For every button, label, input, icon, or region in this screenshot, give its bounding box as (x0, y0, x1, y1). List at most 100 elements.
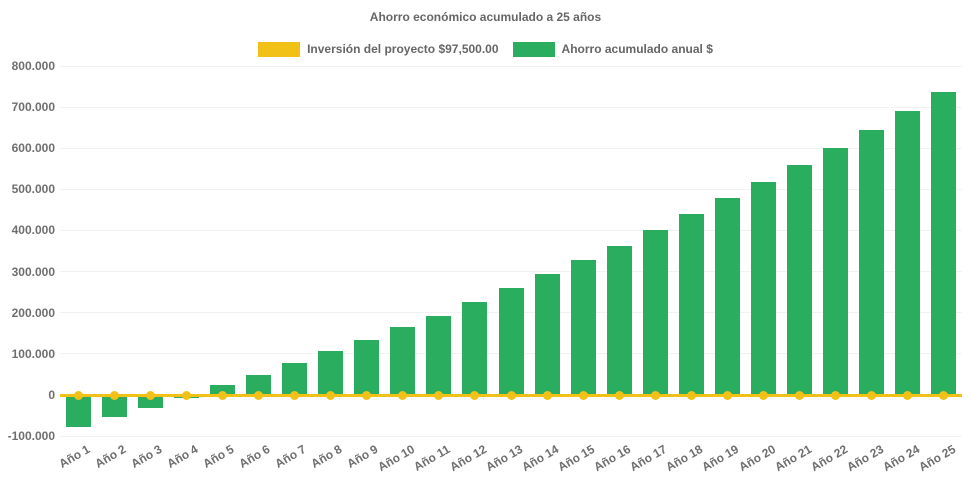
x-axis-tick-label: Año 5 (200, 442, 237, 471)
x-axis-tick-label: Año 20 (735, 442, 778, 475)
bar-ano-7[interactable] (282, 363, 308, 395)
line-point-ano-18[interactable] (686, 391, 696, 401)
x-axis-tick-label: Año 23 (844, 442, 886, 475)
y-axis-tick-label: 0 (48, 387, 55, 402)
line-point-ano-4[interactable] (181, 391, 191, 401)
x-axis-tick-label: Año 22 (808, 442, 850, 475)
bar-ano-10[interactable] (390, 327, 416, 395)
legend-label-savings: Ahorro acumulado anual $ (561, 42, 713, 56)
y-axis-tick-label: 400.000 (11, 223, 55, 238)
line-point-ano-24[interactable] (903, 391, 913, 401)
line-point-ano-23[interactable] (867, 391, 877, 401)
bar-ano-3[interactable] (137, 394, 163, 409)
gridline (60, 106, 962, 108)
line-point-ano-11[interactable] (434, 391, 444, 401)
gridline (60, 271, 962, 273)
line-point-ano-9[interactable] (362, 391, 372, 401)
x-axis-tick-label: Año 1 (56, 442, 93, 471)
bar-ano-8[interactable] (318, 351, 344, 395)
y-axis-tick-label: 600.000 (11, 141, 55, 156)
legend-item-investment[interactable]: Inversión del proyecto $97,500.00 (258, 42, 499, 57)
bar-ano-20[interactable] (751, 182, 777, 395)
line-point-ano-20[interactable] (759, 391, 769, 401)
line-point-ano-16[interactable] (614, 391, 624, 401)
x-axis-tick-label: Año 12 (447, 442, 489, 475)
line-point-ano-12[interactable] (470, 391, 480, 401)
line-point-ano-14[interactable] (542, 391, 552, 401)
line-point-ano-10[interactable] (398, 391, 408, 401)
x-axis-tick-label: Año 11 (411, 442, 453, 474)
y-axis-tick-label: 800.000 (11, 59, 55, 73)
line-point-ano-13[interactable] (506, 391, 516, 401)
x-axis-tick-label: Año 15 (555, 442, 598, 475)
x-axis-tick-label: Año 13 (483, 442, 525, 475)
bar-ano-13[interactable] (498, 288, 524, 395)
legend-item-savings[interactable]: Ahorro acumulado anual $ (512, 42, 713, 57)
line-point-ano-7[interactable] (290, 391, 300, 401)
line-point-ano-1[interactable] (73, 391, 83, 401)
y-axis-tick-label: 700.000 (11, 100, 55, 115)
bar-ano-25[interactable] (931, 92, 957, 395)
line-point-ano-6[interactable] (253, 391, 263, 401)
x-axis-tick-label: Año 9 (344, 442, 381, 471)
bar-ano-15[interactable] (570, 260, 596, 395)
gridline (60, 229, 962, 231)
gridline (60, 147, 962, 149)
bar-ano-2[interactable] (101, 394, 127, 418)
bar-ano-23[interactable] (859, 129, 885, 395)
x-axis-tick-label: Año 7 (272, 442, 309, 471)
bar-ano-1[interactable] (65, 394, 91, 427)
line-point-ano-19[interactable] (722, 391, 732, 401)
x-axis-tick-label: Año 16 (591, 442, 634, 475)
line-point-ano-17[interactable] (650, 391, 660, 401)
line-point-ano-5[interactable] (217, 391, 227, 401)
x-axis-tick-label: Año 14 (519, 442, 562, 475)
line-point-ano-15[interactable] (578, 391, 588, 401)
y-axis-tick-label: -100.000 (7, 429, 55, 443)
x-axis-tick-label: Año 24 (880, 442, 922, 475)
chart-title: Ahorro económico acumulado a 25 años (369, 10, 602, 24)
bar-ano-22[interactable] (823, 147, 849, 395)
x-axis-tick-label: Año 19 (699, 442, 742, 475)
gridline (60, 65, 962, 67)
x-axis-tick-label: Año 25 (916, 442, 958, 475)
x-axis-tick-label: Año 6 (236, 442, 273, 471)
bar-ano-9[interactable] (354, 340, 380, 395)
bar-ano-6[interactable] (245, 374, 271, 395)
y-axis-tick-label: 300.000 (11, 264, 55, 279)
x-axis-tick-label: Año 17 (627, 442, 670, 475)
line-point-ano-25[interactable] (939, 391, 949, 401)
bar-ano-11[interactable] (426, 316, 452, 395)
gridline (60, 435, 962, 437)
line-point-ano-8[interactable] (326, 391, 336, 401)
line-point-ano-21[interactable] (795, 391, 805, 401)
y-axis-tick-label: 500.000 (11, 182, 55, 197)
legend-label-investment: Inversión del proyecto $97,500.00 (307, 42, 499, 56)
bar-ano-12[interactable] (462, 302, 488, 395)
bar-ano-19[interactable] (714, 198, 740, 395)
x-axis-tick-label: Año 3 (128, 442, 165, 471)
legend: Inversión del proyecto $97,500.00 Ahorro… (0, 42, 971, 57)
x-axis-tick-label: Año 10 (375, 442, 417, 475)
line-point-ano-22[interactable] (831, 391, 841, 401)
y-axis-tick-label: 100.000 (11, 346, 55, 361)
legend-swatch-savings (512, 42, 555, 57)
bar-ano-16[interactable] (606, 245, 632, 395)
line-point-ano-2[interactable] (109, 391, 119, 401)
line-point-ano-3[interactable] (145, 391, 155, 401)
x-axis-tick-label: Año 18 (663, 442, 706, 475)
x-axis-tick-label: Año 4 (164, 442, 201, 471)
y-axis-tick-label: 200.000 (11, 305, 55, 320)
gridline (60, 188, 962, 190)
bar-ano-24[interactable] (895, 110, 921, 395)
bar-ano-21[interactable] (787, 165, 813, 395)
bar-ano-14[interactable] (534, 274, 560, 395)
bar-ano-17[interactable] (642, 229, 668, 395)
bar-ano-18[interactable] (678, 214, 704, 395)
legend-swatch-investment (258, 42, 301, 57)
bar-ano-5[interactable] (209, 384, 235, 395)
x-axis-tick-label: Año 8 (308, 442, 345, 471)
x-axis-tick-label: Año 21 (771, 442, 814, 475)
x-axis-tick-label: Año 2 (92, 442, 129, 471)
